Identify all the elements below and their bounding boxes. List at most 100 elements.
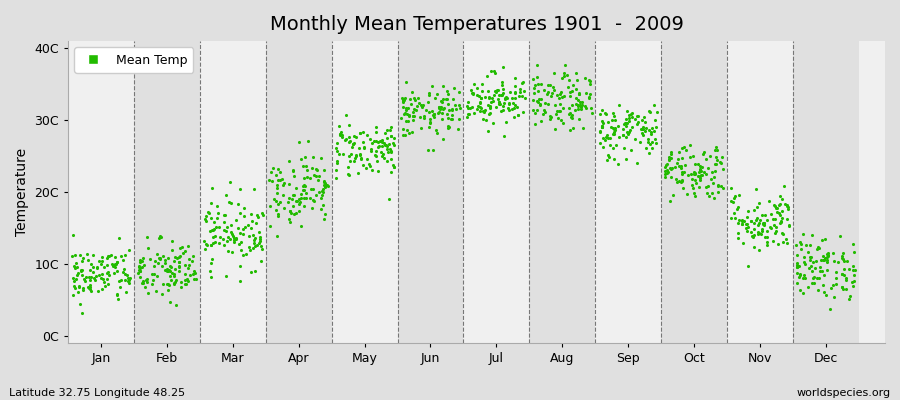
Point <box>199 213 213 220</box>
Point <box>482 95 496 101</box>
Point <box>624 110 638 117</box>
Point <box>556 105 571 111</box>
Point <box>495 78 509 85</box>
Point <box>338 136 353 142</box>
Point <box>491 96 505 102</box>
Point <box>582 77 597 83</box>
Point <box>203 200 218 206</box>
Point <box>491 86 505 93</box>
Point <box>446 112 460 118</box>
Point <box>488 88 502 94</box>
Point <box>476 116 491 122</box>
Point <box>833 233 848 240</box>
Point <box>113 253 128 260</box>
Point <box>554 117 568 123</box>
Point <box>252 238 266 245</box>
Point <box>769 216 783 222</box>
Point <box>732 192 746 199</box>
Point <box>837 265 851 272</box>
Point <box>745 232 760 239</box>
Point <box>645 138 660 145</box>
Point <box>557 93 572 100</box>
Point <box>734 221 749 228</box>
Point <box>160 268 175 275</box>
Point <box>275 176 290 182</box>
Point <box>625 123 639 130</box>
Point <box>789 242 804 248</box>
Point <box>620 120 634 127</box>
Point <box>133 265 148 272</box>
Point <box>422 124 436 131</box>
Point <box>273 176 287 183</box>
Point <box>407 94 421 101</box>
Point <box>289 198 303 204</box>
Point <box>752 220 767 226</box>
Point <box>813 267 827 274</box>
Point <box>601 152 616 159</box>
Point <box>298 182 312 189</box>
Point <box>643 141 657 148</box>
Point <box>208 233 222 240</box>
Point <box>386 140 400 146</box>
Point <box>494 108 508 115</box>
Point <box>543 82 557 88</box>
Point <box>571 106 585 112</box>
Point <box>763 224 778 230</box>
Point <box>735 217 750 224</box>
Point <box>69 264 84 270</box>
Point <box>303 195 318 202</box>
Point <box>244 211 258 217</box>
Point <box>569 70 583 76</box>
Point <box>478 107 492 113</box>
Point <box>315 188 329 194</box>
Point <box>541 82 555 88</box>
Point <box>148 263 162 269</box>
Point <box>151 255 166 262</box>
Point <box>283 218 297 225</box>
Point <box>102 253 116 260</box>
Point <box>306 186 320 193</box>
Point <box>71 284 86 290</box>
Point <box>747 232 761 238</box>
Point <box>68 252 82 258</box>
Point <box>439 96 454 102</box>
Point <box>418 113 432 120</box>
Point <box>526 90 541 96</box>
Point <box>380 135 394 141</box>
Point <box>806 274 821 281</box>
Point <box>296 195 310 201</box>
Point <box>793 272 807 278</box>
Point <box>760 239 774 246</box>
Point <box>211 210 225 216</box>
Point <box>380 127 394 133</box>
Point <box>702 193 716 200</box>
Point <box>226 233 240 239</box>
Point <box>409 107 423 114</box>
Point <box>471 102 485 109</box>
Point <box>220 234 235 240</box>
Point <box>155 291 169 297</box>
Point <box>573 99 588 105</box>
Point <box>781 206 796 212</box>
Point <box>484 95 499 101</box>
Point <box>199 218 213 224</box>
Point <box>764 224 778 231</box>
Point <box>249 212 264 218</box>
Point <box>168 277 183 284</box>
Point <box>71 283 86 289</box>
Point <box>372 143 386 150</box>
Point <box>571 96 585 103</box>
Point <box>318 183 332 190</box>
Point <box>68 276 83 282</box>
Point <box>448 101 463 108</box>
Point <box>177 261 192 268</box>
Point <box>397 97 411 103</box>
Point <box>571 102 585 109</box>
Point <box>693 163 707 170</box>
Point <box>341 163 356 170</box>
Point <box>292 199 307 206</box>
Point <box>383 133 398 139</box>
Point <box>246 245 260 251</box>
Point <box>594 124 608 130</box>
Point <box>473 94 488 101</box>
